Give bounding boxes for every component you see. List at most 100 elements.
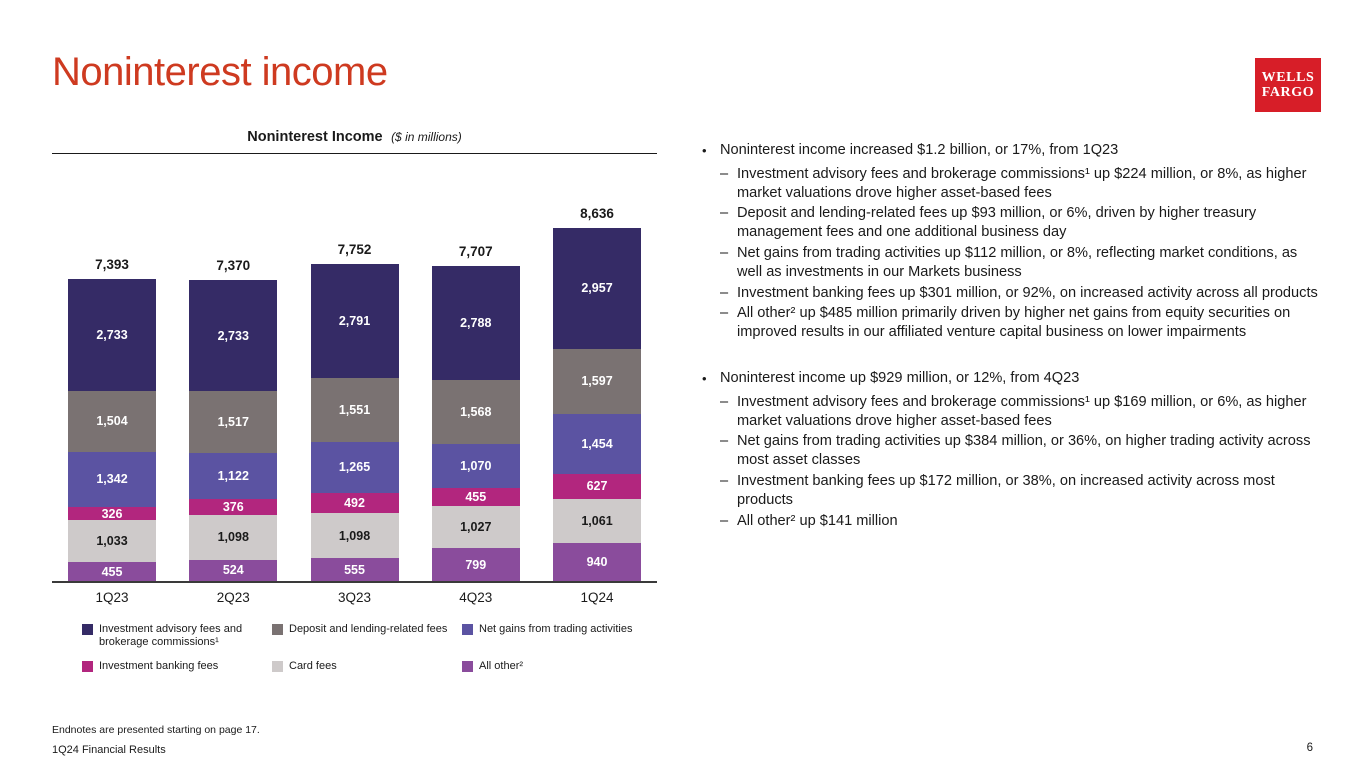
legend-label: Card fees: [289, 660, 337, 672]
legend-item: Deposit and lending-related fees: [272, 623, 462, 649]
sub-bullet: – Deposit and lending-related fees up $93…: [702, 204, 1318, 242]
bar-segment: 2,788: [431, 265, 520, 380]
bar-group: 8,636 2,957 1,597 1,454 627 1,061 940: [553, 206, 641, 581]
legend-swatch: [82, 661, 93, 672]
sub-bullet-marker: –: [720, 512, 729, 529]
bullet-section: • Noninterest income increased $1.2 billi…: [702, 141, 1318, 342]
legend-row: Investment banking fees Card fees All othe…: [82, 660, 657, 673]
bar-segment: 1,454: [553, 414, 641, 474]
page-number: 6: [1306, 742, 1313, 754]
bar-segment: 1,517: [189, 391, 278, 454]
logo-line-1: WELLS: [1261, 70, 1315, 85]
sub-bullet-text: Investment advisory fees and brokerage c…: [737, 393, 1307, 429]
bar-segment: 799: [431, 548, 520, 581]
bar-segment: 1,027: [431, 506, 520, 549]
bullet: • Noninterest income up $929 million, or …: [702, 369, 1318, 389]
sub-bullet: – Net gains from trading activities up $1…: [702, 244, 1318, 282]
bar-segment: 492: [310, 493, 399, 514]
sub-bullet-marker: –: [720, 205, 729, 222]
bar-segment: 1,033: [68, 520, 156, 563]
bar-group: 7,707 2,788 1,568 1,070 455 1,027 799: [431, 243, 520, 581]
bar-segment: 2,791: [310, 264, 399, 379]
bullet-section: • Noninterest income up $929 million, or …: [702, 369, 1318, 530]
sub-bullet: – Net gains from trading activities up $3…: [702, 432, 1318, 470]
sub-bullet-marker: –: [720, 284, 729, 301]
sub-bullet: – All other² up $141 million: [702, 512, 1318, 531]
bar-segment: 1,342: [68, 452, 156, 507]
bar-group: 7,370 2,733 1,517 1,122 376 1,098 524: [189, 257, 278, 581]
sub-bullet-marker: –: [720, 393, 729, 410]
sub-bullet-text: Net gains from trading activities up $11…: [737, 244, 1298, 280]
logo-line-2: FARGO: [1261, 85, 1315, 100]
x-axis-line: [52, 581, 657, 583]
bullet-list: • Noninterest income increased $1.2 billi…: [702, 141, 1318, 557]
bar-segment: 524: [189, 559, 278, 581]
sub-bullet-marker: –: [720, 244, 729, 261]
legend-item: Investment advisory fees and brokerage c…: [82, 623, 272, 649]
legend-swatch: [82, 624, 93, 635]
bar-segment: 2,733: [189, 279, 278, 392]
endnote-text: Endnotes are presented starting on page …: [52, 724, 260, 736]
bullet-marker: •: [702, 143, 707, 158]
chart-categories: 1Q23 2Q23 3Q23 4Q23 1Q24: [52, 590, 657, 605]
bar-segment: 1,098: [310, 513, 399, 559]
x-axis-label: 3Q23: [337, 590, 372, 605]
legend-item: Net gains from trading activities: [462, 623, 652, 649]
sub-bullet-marker: –: [720, 472, 729, 489]
sub-bullet-marker: –: [720, 165, 729, 182]
sub-bullet-text: Investment advisory fees and brokerage c…: [737, 165, 1307, 201]
bar-total-label: 7,393: [95, 256, 129, 272]
sub-bullet-text: Net gains from trading activities up $38…: [737, 433, 1311, 469]
bar-segment: 627: [553, 473, 641, 500]
bar-segment: 2,957: [553, 227, 641, 349]
bar-segment: 1,098: [189, 514, 278, 560]
sub-bullet-text: All other² up $141 million: [737, 512, 898, 529]
chart-bars: 7,393 2,733 1,504 1,342 326 1,033 455 7,370 2,73…: [52, 154, 657, 581]
legend-label: Deposit and lending-related fees: [289, 623, 448, 635]
stacked-bar: 2,957 1,597 1,454 627 1,061 940: [553, 227, 641, 581]
bullet-text: Noninterest income increased $1.2 billio…: [720, 142, 1119, 158]
chart-legend: Investment advisory fees and brokerage c…: [52, 623, 657, 673]
x-axis-label: 4Q23: [459, 590, 493, 605]
legend-label: Net gains from trading activities: [479, 623, 633, 635]
sub-bullet: – All other² up $485 million primarily dr…: [702, 304, 1318, 342]
legend-label: Investment advisory fees and brokerage c…: [99, 623, 243, 648]
bar-segment: 2,733: [68, 278, 156, 391]
footer-deck-title: 1Q24 Financial Results: [52, 744, 166, 756]
stacked-bar: 2,733 1,517 1,122 376 1,098 524: [189, 279, 278, 581]
stacked-bar: 2,733 1,504 1,342 326 1,033 455: [68, 278, 156, 581]
bar-segment: 326: [68, 507, 156, 521]
bar-segment: 455: [431, 487, 520, 507]
sub-bullet-text: Investment banking fees up $301 million,…: [737, 284, 1318, 301]
legend-item: Investment banking fees: [82, 660, 272, 673]
legend-swatch: [272, 661, 283, 672]
bar-segment: 1,597: [553, 348, 641, 415]
legend-row: Investment advisory fees and brokerage c…: [82, 623, 657, 649]
chart-block: Noninterest Income ($ in millions) 7,393…: [52, 128, 657, 673]
bar-segment: 1,265: [310, 441, 399, 494]
stacked-bar: 2,788 1,568 1,070 455 1,027 799: [431, 265, 520, 581]
page-title: Noninterest income: [52, 50, 388, 94]
legend-label: Investment banking fees: [99, 660, 219, 672]
bullet: • Noninterest income increased $1.2 billi…: [702, 141, 1318, 161]
x-axis-label: 2Q23: [216, 590, 250, 605]
bar-segment: 1,551: [310, 378, 399, 442]
legend-swatch: [462, 624, 473, 635]
x-axis-label: 1Q24: [580, 590, 614, 605]
sub-bullet: – Investment banking fees up $172 million…: [702, 472, 1318, 510]
stacked-bar: 2,791 1,551 1,265 492 1,098 555: [310, 264, 399, 581]
sub-bullet: – Investment advisory fees and brokerage …: [702, 393, 1318, 431]
bullet-text: Noninterest income up $929 million, or 1…: [720, 369, 1080, 386]
bar-total-label: 7,707: [458, 243, 493, 259]
wells-fargo-logo: WELLS FARGO: [1255, 58, 1321, 112]
chart-title: Noninterest Income: [247, 129, 383, 145]
sub-bullet: – Investment banking fees up $301 million…: [702, 284, 1318, 303]
bar-group: 7,752 2,791 1,551 1,265 492 1,098 555: [310, 242, 399, 581]
x-axis-label: 1Q23: [95, 590, 129, 605]
sub-bullet-marker: –: [720, 433, 729, 450]
bar-total-label: 7,370: [216, 257, 251, 273]
legend-label: All other²: [479, 660, 524, 672]
bar-segment: 1,070: [431, 443, 520, 488]
bar-segment: 1,568: [431, 379, 520, 444]
